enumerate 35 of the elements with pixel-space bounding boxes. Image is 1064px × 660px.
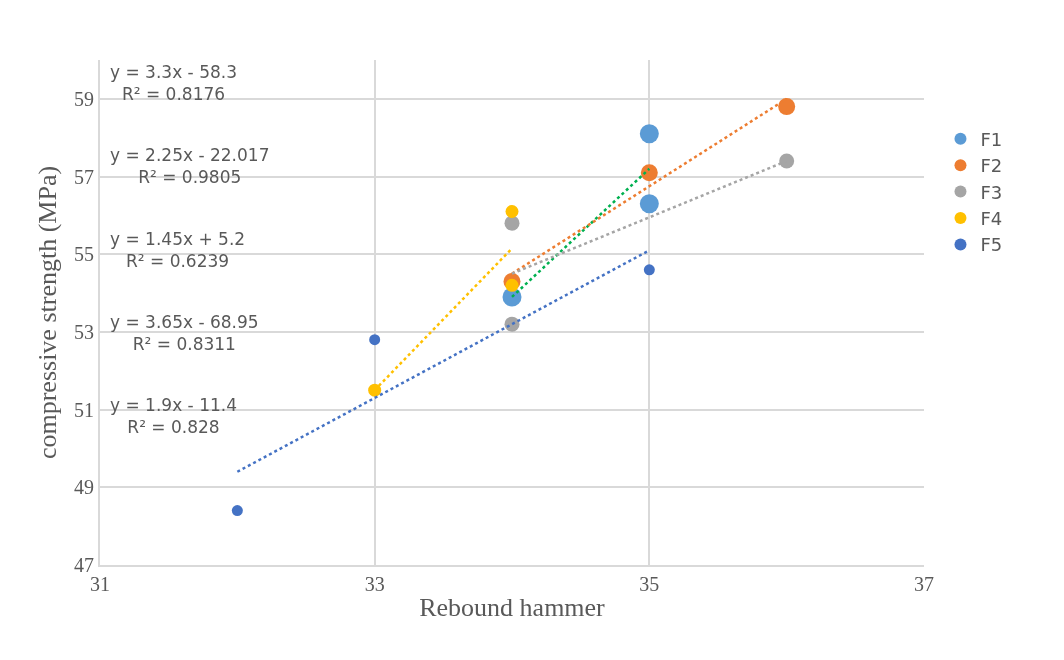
legend-label: F2 xyxy=(980,155,1003,177)
y-tick-label: 53 xyxy=(74,320,94,343)
legend-label: F4 xyxy=(980,208,1003,230)
point xyxy=(643,264,655,276)
x-tick-label: 35 xyxy=(639,573,660,595)
legend-label: F5 xyxy=(980,234,1003,256)
annotation: y = 3.3x - 58.3 R² = 0.8176 xyxy=(110,62,238,105)
y-tick-label: 49 xyxy=(74,476,94,499)
point xyxy=(504,215,520,231)
point xyxy=(639,194,659,214)
point xyxy=(779,153,795,169)
x-axis-title: Rebound hammer xyxy=(419,593,606,623)
point xyxy=(369,334,381,346)
x-tick-label: 31 xyxy=(90,573,110,595)
annotation: y = 2.25x - 22.017 R² = 0.9805 xyxy=(110,145,270,188)
y-tick-label: 59 xyxy=(74,87,94,110)
annotation: y = 1.45x + 5.2 R² = 0.6239 xyxy=(110,229,246,272)
x-tick-label: 33 xyxy=(364,573,385,595)
point xyxy=(505,205,519,218)
point xyxy=(778,98,796,116)
legend-label: F1 xyxy=(980,128,1003,150)
point xyxy=(505,278,519,292)
point xyxy=(368,383,382,397)
y-tick-label: 51 xyxy=(74,398,94,421)
y-tick-label: 47 xyxy=(74,554,94,576)
x-tick-label: 37 xyxy=(914,573,934,595)
annotation: y = 1.9x - 11.4 R² = 0.828 xyxy=(110,395,238,438)
point xyxy=(640,164,658,182)
y-axis-title: compressive strength (MPa) xyxy=(32,165,62,460)
legend-label: F3 xyxy=(980,181,1003,203)
point xyxy=(231,505,243,517)
annotation: y = 3.65x - 68.95 R² = 0.8311 xyxy=(110,312,259,355)
y-tick-label: 55 xyxy=(74,243,94,266)
point xyxy=(639,124,659,144)
y-tick-label: 57 xyxy=(74,165,94,188)
